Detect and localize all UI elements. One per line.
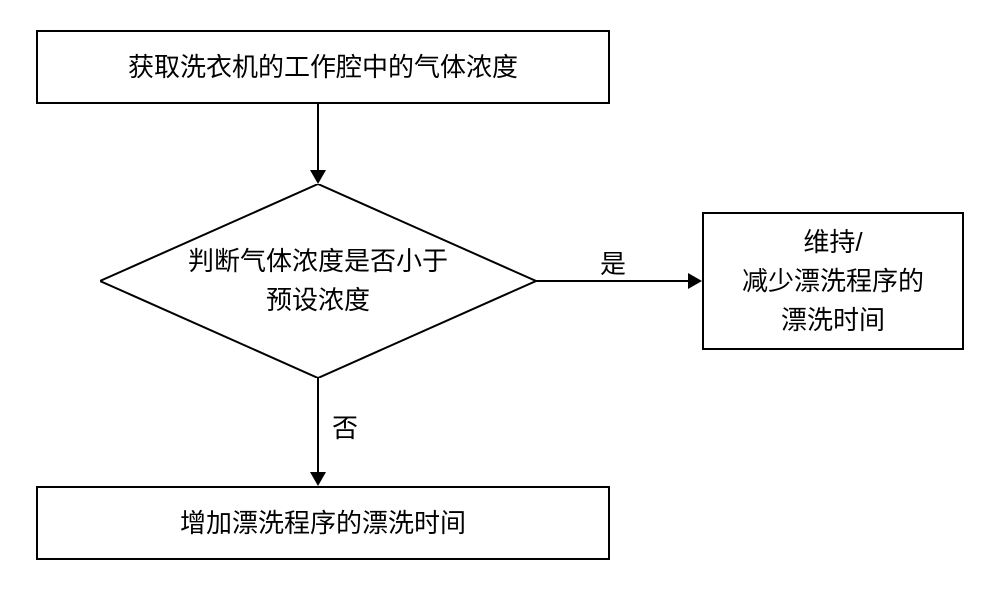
edge-1: [317, 104, 319, 172]
node-label: 判断气体浓度是否小于 预设浓度: [188, 242, 448, 320]
decision-node: 判断气体浓度是否小于 预设浓度: [100, 184, 536, 378]
edge-1-arrow: [310, 170, 326, 184]
edge-3: [317, 378, 319, 474]
node-label: 维持/ 减少漂洗程序的 漂洗时间: [742, 223, 924, 340]
edge-3-label: 否: [332, 408, 358, 445]
process-node-1: 获取洗衣机的工作腔中的气体浓度: [36, 30, 610, 104]
edge-3-arrow: [310, 472, 326, 486]
node-label: 获取洗衣机的工作腔中的气体浓度: [128, 48, 518, 87]
process-node-3: 维持/ 减少漂洗程序的 漂洗时间: [702, 212, 964, 350]
node-label: 增加漂洗程序的漂洗时间: [180, 504, 466, 543]
edge-2-arrow: [688, 273, 702, 289]
process-node-4: 增加漂洗程序的漂洗时间: [36, 486, 610, 560]
edge-2-label: 是: [600, 244, 626, 281]
